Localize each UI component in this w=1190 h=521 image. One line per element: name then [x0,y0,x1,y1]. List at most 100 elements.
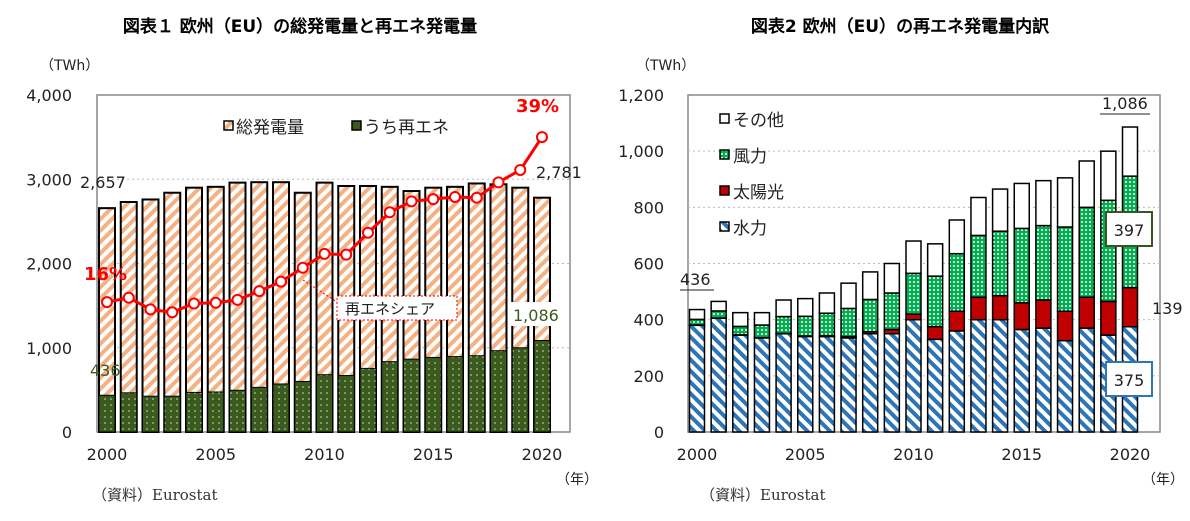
y-tick-label: 600 [633,255,664,274]
bar-other-2016 [1035,179,1052,227]
share-point-2020 [536,131,548,144]
y-tick-label: 200 [633,367,664,386]
bar-renewable-2006 [229,389,246,433]
bar-wind-2016 [1035,224,1052,301]
bar-renewable-2016 [446,356,464,433]
bar-wind-2011 [926,275,944,328]
bar-other-2007 [840,282,857,310]
legend-swatch-hydro [719,221,730,232]
bar-other-2012 [948,219,966,255]
bar-renewable-2018 [490,350,507,433]
bar-solar-2019 [1100,300,1117,336]
bar-other-2019 [1100,150,1117,202]
share-point-2002 [144,303,157,316]
share-point-2005 [209,296,222,309]
bar-renewable-2013 [381,361,399,433]
share-point-2011 [340,248,353,261]
share-point-2009 [296,261,309,274]
chart1-title: 図表１ 欧州（EU）の総発電量と再エネ発電量 [123,16,477,37]
bar-hydro-2014 [991,318,1009,433]
legend-wind: 風力 [733,147,767,167]
bar-wind-2005 [797,315,814,337]
bar-renewable-2002 [142,395,159,433]
bar-wind-2004 [775,315,792,335]
legend-hydro: 水力 [733,219,767,239]
bar-renewable-2015 [424,356,442,433]
y-tick-label: 1,200 [618,86,664,105]
bar-hydro-2004 [775,332,792,433]
legend-solar: 太陽光 [733,183,784,203]
share-point-2016 [449,190,461,203]
label-share-2020: 39% [516,96,559,117]
share-point-2008 [275,275,287,288]
chart1-source: （資料）Eurostat [92,486,218,504]
bar-hydro-2015 [1013,328,1030,433]
bar-other-2000 [688,308,706,321]
bar-other-2005 [797,297,814,318]
bar-other-2004 [775,299,792,318]
y-tick-label: 1,000 [618,142,664,161]
x-tick-label: 2015 [413,445,454,464]
label-ren-2020: 1,086 [513,306,559,325]
bar-hydro-2008 [861,332,879,433]
label-total-2020: 2,781 [536,163,582,182]
bar-solar-2015 [1013,302,1030,331]
bar-renewable-2014 [403,358,420,433]
chart2-title: 図表2 欧州（EU）の再エネ発電量内訳 [751,16,1050,37]
bar-wind-2007 [840,307,857,338]
bar-renewable-2019 [511,347,529,433]
y-tick-label: 2,000 [26,255,72,274]
bar-hydro-2016 [1035,327,1052,433]
share-point-2013 [383,206,396,219]
bar-wind-2006 [818,312,836,337]
bar-hydro-2007 [840,337,857,433]
bar-wind-2017 [1056,226,1074,312]
label-share-series: 再エネシェア [345,300,435,318]
x-tick-label: 2005 [785,445,826,464]
callout-box [336,295,458,321]
bar-hydro-2009 [883,332,901,433]
chart2-xlabel: （年） [1142,472,1184,488]
share-point-2017 [470,191,483,204]
bar-hydro-2003 [753,337,771,433]
chart2-unit: （TWh） [636,58,695,74]
bar-renewable-2003 [163,395,181,433]
bar-hydro-2001 [710,317,727,433]
bar-other-2009 [883,262,901,294]
bar-wind-2014 [991,230,1009,297]
share-point-2001 [122,291,135,304]
label-solar-2020: 139 [1152,299,1183,318]
x-tick-label: 2000 [677,445,718,464]
x-tick-label: 2000 [87,445,128,464]
bar-hydro-2005 [797,335,814,433]
bar-other-2020 [1121,126,1139,177]
bar-solar-2018 [1078,296,1095,329]
bar-renewable-2001 [120,392,138,433]
bar-solar-2011 [926,325,944,341]
share-point-2015 [427,193,440,206]
bar-other-2006 [818,292,836,314]
bar-hydro-2006 [818,335,836,433]
share-point-2003 [166,306,179,319]
share-point-2006 [231,293,244,306]
bar-other-2011 [926,243,944,277]
bar-hydro-2018 [1078,327,1095,433]
chart1-xlabel: （年） [556,472,598,488]
chart2-source: （資料）Eurostat [700,486,826,504]
bar-hydro-2000 [688,324,706,433]
share-point-2014 [405,195,418,208]
bar-wind-2009 [883,292,901,331]
y-tick-label: 0 [654,423,664,442]
legend-swatch-total [223,120,234,131]
bar-hydro-2010 [905,318,922,433]
y-tick-label: 400 [633,311,664,330]
bar-other-2015 [1013,182,1030,230]
legend-swatch-renewable [351,120,362,131]
bar-renewable-2005 [207,391,225,433]
x-tick-label: 2020 [522,445,563,464]
bar-hydro-2002 [732,334,749,433]
bar-renewable-2009 [294,380,312,433]
legend-swatch-solar [719,185,730,196]
y-tick-label: 4,000 [26,86,72,105]
bar-hydro-2017 [1056,339,1074,433]
